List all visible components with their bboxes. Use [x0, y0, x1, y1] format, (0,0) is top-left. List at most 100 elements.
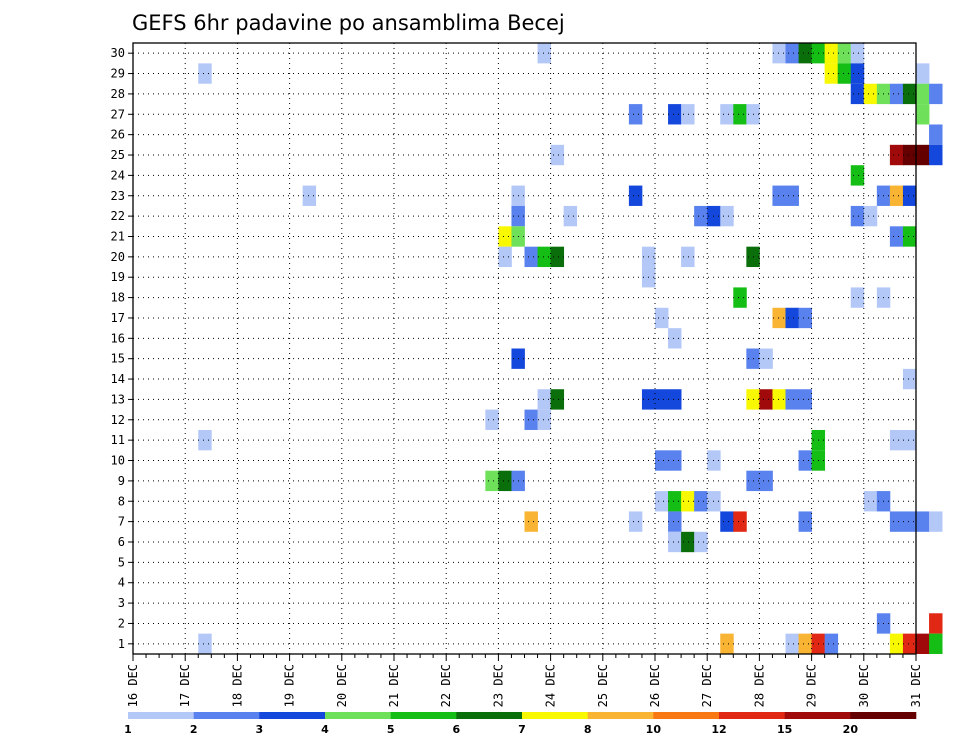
heatmap-cell	[655, 307, 669, 329]
x-tick-label: 28 DEC	[752, 664, 766, 707]
colorbar: 1 2 3 4 5 6 7 8 10 12 15 20	[124, 712, 917, 736]
heatmap-cell	[668, 531, 682, 553]
colorbar-label: 7	[518, 723, 526, 736]
x-tick-label: 29 DEC	[805, 664, 819, 707]
x-tick-label: 17 DEC	[178, 664, 192, 707]
heatmap-cell	[759, 470, 773, 492]
heatmap-cell	[916, 144, 930, 166]
y-tick-label: 22	[111, 209, 125, 223]
colorbar-segment	[653, 712, 720, 719]
colorbar-segment	[456, 712, 523, 719]
heatmap-cell	[916, 104, 930, 125]
heatmap-cell	[498, 226, 512, 247]
heatmap-cell	[798, 389, 812, 410]
colorbar-label: 1	[124, 723, 132, 736]
heatmap-cell	[850, 83, 865, 105]
heatmap-cell	[681, 104, 695, 125]
heatmap-cell	[863, 83, 878, 105]
heatmap-cell	[785, 185, 799, 206]
y-tick-label: 10	[111, 454, 125, 468]
heatmap-cell	[916, 83, 930, 105]
colorbar-segment	[128, 712, 194, 719]
colorbar-segment	[719, 712, 785, 719]
y-tick-label: 3	[118, 596, 125, 610]
heatmap-cell	[498, 470, 512, 492]
colorbar-label: 6	[453, 723, 461, 736]
heatmap-cell	[537, 389, 551, 410]
heatmap-cell	[537, 409, 551, 430]
colorbar-label: 2	[190, 723, 198, 736]
heatmap-cell	[668, 389, 682, 410]
colorbar-label: 10	[646, 723, 662, 736]
colorbar-label: 5	[387, 723, 395, 736]
y-tick-label: 15	[111, 352, 125, 366]
heatmap-cell	[902, 83, 917, 105]
heatmap-cell	[537, 43, 551, 64]
heatmap-cell	[863, 205, 878, 227]
heatmap-cell	[302, 185, 317, 206]
heatmap-cell	[850, 287, 865, 308]
heatmap-cell	[824, 63, 839, 84]
x-tick-label: 30 DEC	[857, 664, 871, 707]
heatmap-cell	[850, 43, 865, 64]
heatmap-cell	[759, 348, 773, 369]
heatmap-cell	[837, 63, 852, 84]
y-tick-label: 1	[118, 637, 125, 651]
y-tick-label: 29	[111, 67, 125, 81]
heatmap-cell	[889, 429, 904, 451]
colorbar-label: 8	[584, 723, 592, 736]
x-tick-label: 19 DEC	[283, 664, 297, 707]
heatmap-cell	[772, 389, 786, 410]
heatmap-cell	[759, 389, 773, 410]
heatmap-cell	[628, 104, 643, 125]
heatmap-cell	[550, 389, 565, 410]
heatmap-cell	[929, 83, 943, 105]
heatmap-cell	[485, 409, 499, 430]
y-tick-label: 27	[111, 107, 125, 121]
y-tick-label: 26	[111, 128, 125, 142]
heatmap-cell	[720, 633, 734, 654]
heatmap-cell	[681, 531, 695, 553]
heatmap-cell	[850, 205, 865, 227]
chart-title: GEFS 6hr padavine po ansamblima Becej	[132, 11, 565, 35]
heatmap-cell	[720, 104, 734, 125]
heatmap-cell	[668, 491, 682, 512]
heatmap-cell	[720, 511, 734, 532]
heatmap-cell	[655, 491, 669, 512]
y-tick-label: 28	[111, 87, 125, 101]
plot-frame	[132, 42, 917, 655]
y-tick-label: 25	[111, 148, 125, 162]
y-tick-label: 4	[118, 576, 125, 590]
heatmap-cell	[668, 104, 682, 125]
y-tick-label: 6	[118, 535, 125, 549]
x-tick-label: 26 DEC	[648, 664, 662, 707]
colorbar-segment	[325, 712, 391, 719]
heatmap-cell	[485, 470, 499, 492]
colorbar-label: 3	[256, 723, 264, 736]
heatmap-cell	[929, 124, 943, 145]
heatmap-cell	[902, 368, 917, 390]
x-axis-ticks: 16 DEC 17 DEC 18 DEC 19 DEC 20 DEC 21 DEC 22 D…	[126, 654, 923, 707]
heatmap-cell	[772, 307, 786, 329]
heatmap-cell	[929, 633, 943, 654]
heatmap-cell	[720, 205, 734, 227]
heatmap-cell	[850, 165, 865, 186]
y-tick-label: 18	[111, 291, 125, 305]
heatmap-cell	[902, 144, 917, 166]
heatmap-cell	[694, 531, 708, 553]
heatmap-cell	[655, 389, 669, 410]
x-tick-label: 21 DEC	[387, 664, 401, 707]
heatmap-cell	[916, 63, 930, 84]
x-tick-label: 20 DEC	[335, 664, 349, 707]
heatmap-cell	[668, 328, 682, 349]
x-tick-label: 27 DEC	[700, 664, 714, 707]
heatmap-cell	[681, 246, 695, 268]
y-tick-label: 12	[111, 413, 125, 427]
heatmap-cell	[798, 307, 812, 329]
heatmap-cell	[902, 226, 917, 247]
heatmap-cell	[550, 144, 565, 166]
colorbar-segment	[784, 712, 851, 719]
heatmap-cell	[550, 246, 565, 268]
heatmap-cell	[889, 83, 904, 105]
heatmap-cell	[733, 104, 747, 125]
